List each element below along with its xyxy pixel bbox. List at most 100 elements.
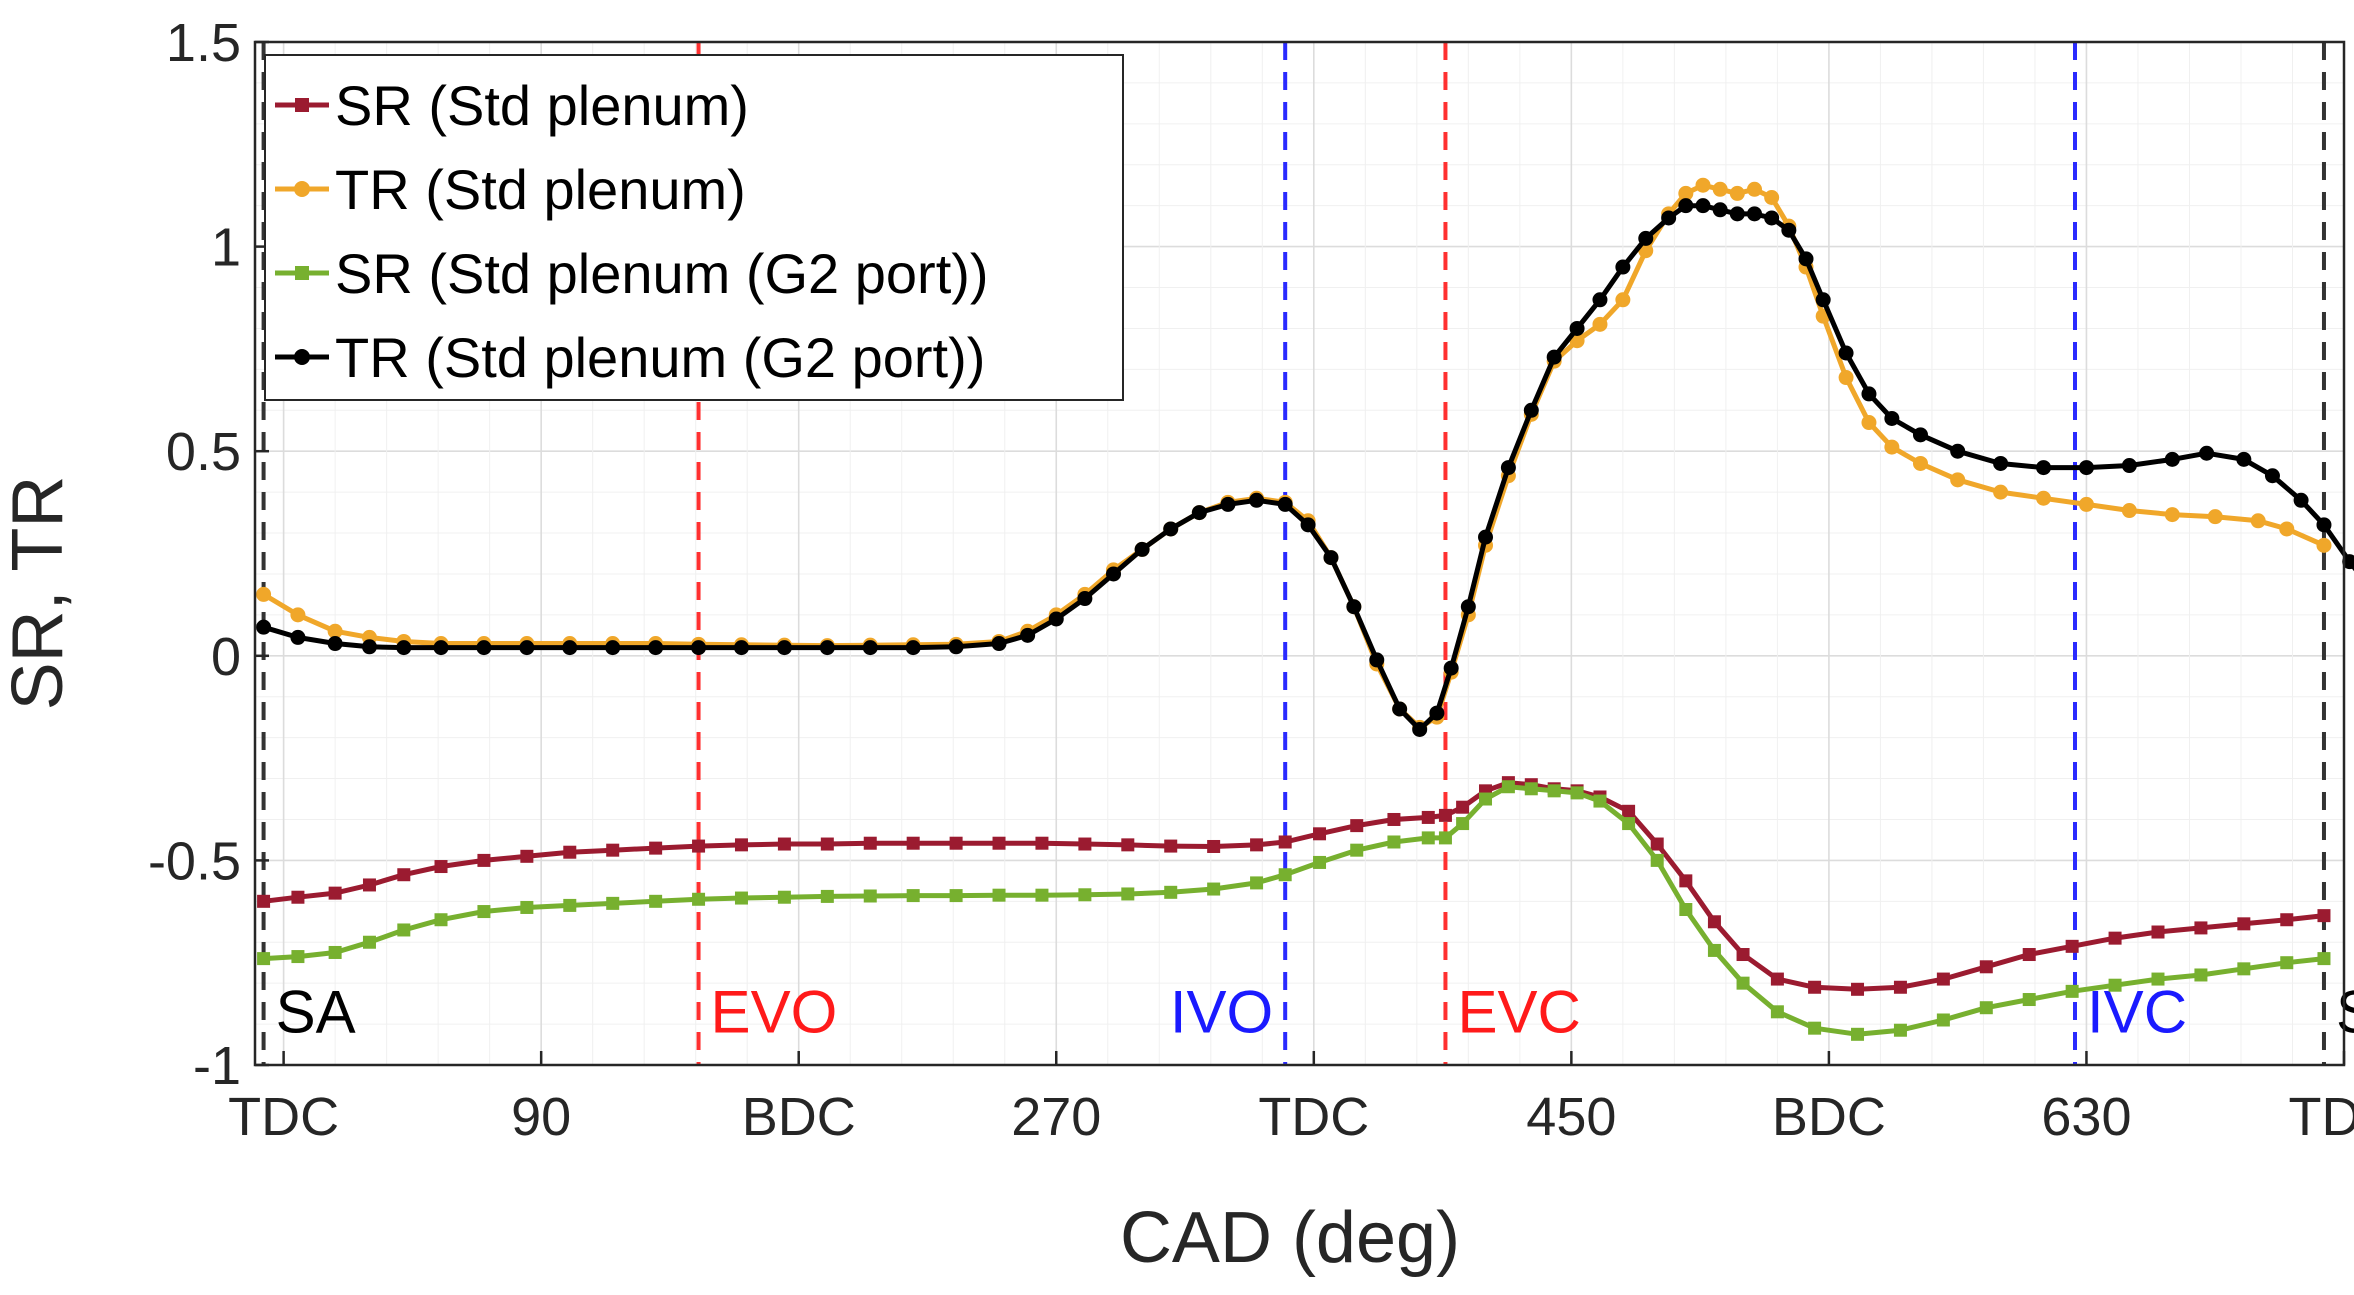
data-point — [1815, 292, 1831, 308]
x-tick-label: 630 — [2041, 1087, 2131, 1147]
data-point — [1593, 794, 1607, 808]
data-point — [1615, 292, 1631, 308]
legend[interactable]: SR (Std plenum) TR (Std plenum) SR (Std pl… — [264, 54, 1124, 401]
legend-box — [264, 54, 1124, 401]
series-layer — [256, 177, 2354, 1041]
data-point — [2250, 513, 2266, 529]
data-point — [1729, 206, 1745, 222]
data-point — [2065, 984, 2079, 998]
data-point — [1300, 517, 1316, 533]
data-point — [1277, 496, 1293, 512]
data-point — [2065, 939, 2079, 953]
data-point — [1523, 402, 1539, 418]
data-point — [434, 860, 448, 874]
data-point — [1546, 349, 1562, 365]
data-point — [1369, 652, 1385, 668]
data-point — [1443, 660, 1459, 676]
data-point — [1456, 817, 1470, 831]
event-label-sa: SA — [276, 978, 356, 1045]
data-point — [476, 640, 492, 656]
data-point — [2121, 458, 2137, 474]
data-point — [1250, 838, 1264, 852]
data-point — [291, 950, 305, 964]
data-point — [1592, 292, 1608, 308]
y-tick-label: -0.5 — [148, 831, 241, 891]
data-point — [1808, 980, 1822, 994]
x-tick-label: 270 — [1011, 1087, 1101, 1147]
data-point — [1035, 888, 1049, 902]
y-tick-label: 0 — [211, 627, 241, 687]
legend-marker — [295, 266, 309, 280]
data-point — [1893, 980, 1907, 994]
data-point — [1163, 521, 1179, 537]
data-point — [777, 837, 791, 851]
data-point — [520, 849, 534, 863]
data-point — [1035, 836, 1049, 850]
data-point — [291, 890, 305, 904]
data-point — [820, 837, 834, 851]
data-point — [1781, 222, 1797, 238]
data-point — [2194, 921, 2208, 935]
data-point — [1456, 800, 1470, 814]
data-point — [1421, 831, 1435, 845]
data-point — [1838, 345, 1854, 361]
data-point — [1121, 838, 1135, 852]
data-point — [433, 640, 449, 656]
x-tick-label: 90 — [511, 1087, 571, 1147]
x-tick-label: BDC — [742, 1087, 856, 1147]
series-tr-std-plenum-g2-port — [256, 198, 2354, 737]
series-sr-std-plenum-g2-port — [257, 780, 2331, 1041]
data-point — [1164, 839, 1178, 853]
data-point — [991, 636, 1007, 652]
data-point — [256, 586, 272, 602]
data-point — [563, 898, 577, 912]
data-point — [1770, 1005, 1784, 1019]
data-point — [2279, 521, 2295, 537]
data-point — [606, 843, 620, 857]
data-point — [1707, 915, 1721, 929]
axes — [253, 40, 2346, 1067]
data-point — [949, 836, 963, 850]
data-point — [1808, 1021, 1822, 1035]
data-point — [1323, 550, 1339, 566]
legend-label: SR (Std plenum) — [335, 74, 749, 137]
data-point — [2078, 460, 2094, 476]
data-point — [1421, 810, 1435, 824]
data-point — [1912, 427, 1928, 443]
x-tick-label: TDC — [228, 1087, 339, 1147]
data-point — [1638, 230, 1654, 246]
data-point — [1747, 181, 1763, 197]
data-point — [2164, 451, 2180, 467]
data-point — [2236, 451, 2252, 467]
data-point — [477, 905, 491, 919]
data-point — [2108, 978, 2122, 992]
y-axis-label: SR, TR — [0, 476, 78, 711]
data-point — [1569, 320, 1585, 336]
data-point — [1695, 198, 1711, 214]
data-point — [2316, 517, 2332, 533]
data-point — [905, 640, 921, 656]
data-point — [1615, 259, 1631, 275]
data-point — [1950, 472, 1966, 488]
data-point — [776, 640, 792, 656]
data-point — [257, 894, 271, 908]
data-point — [734, 838, 748, 852]
data-point — [1622, 817, 1636, 831]
data-point — [2199, 445, 2215, 461]
data-point — [1736, 976, 1750, 990]
data-point — [1736, 948, 1750, 962]
data-point — [2237, 917, 2251, 931]
data-point — [1950, 443, 1966, 459]
data-point — [1524, 782, 1538, 796]
data-point — [692, 892, 706, 906]
x-tick-label: TDC — [2289, 1087, 2354, 1147]
data-point — [863, 889, 877, 903]
data-point — [1838, 370, 1854, 386]
data-point — [1851, 1027, 1865, 1041]
data-point — [290, 629, 306, 645]
data-point — [328, 886, 342, 900]
legend-marker — [294, 181, 310, 197]
data-point — [1851, 982, 1865, 996]
